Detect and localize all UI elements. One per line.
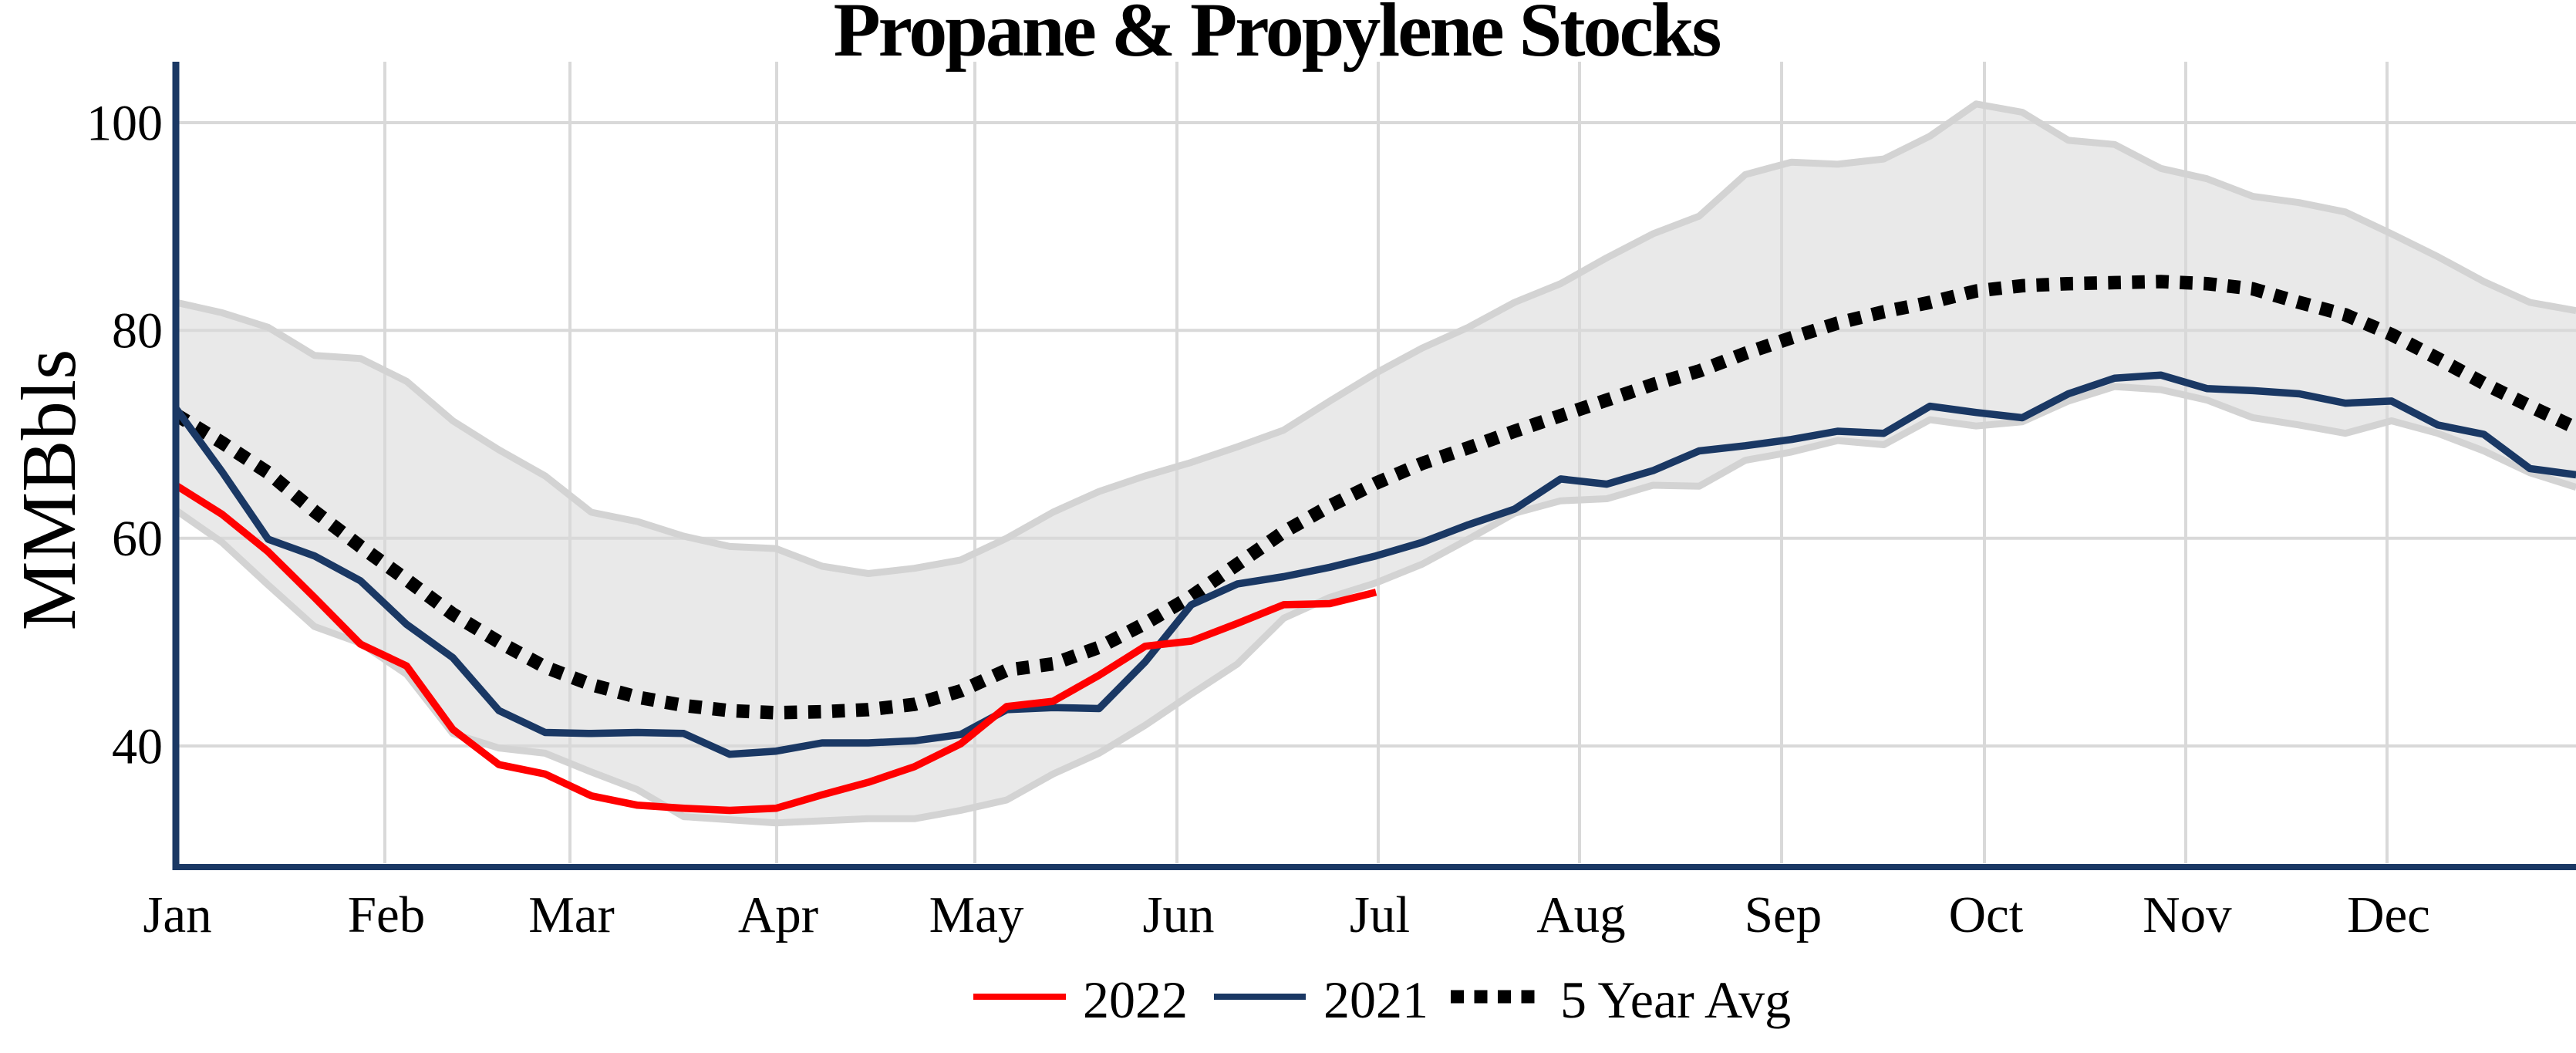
svg-text:40: 40 xyxy=(112,718,163,775)
svg-text:60: 60 xyxy=(112,511,163,567)
svg-text:Feb: Feb xyxy=(348,886,426,943)
svg-text:Apr: Apr xyxy=(738,886,818,943)
svg-text:Aug: Aug xyxy=(1536,886,1625,943)
svg-text:Oct: Oct xyxy=(1949,886,2024,943)
svg-text:5 Year Avg: 5 Year Avg xyxy=(1560,970,1791,1029)
svg-text:80: 80 xyxy=(112,303,163,359)
svg-text:Nov: Nov xyxy=(2143,886,2232,943)
svg-text:Propane & Propylene Stocks: Propane & Propylene Stocks xyxy=(834,0,1721,73)
svg-text:2022: 2022 xyxy=(1083,970,1188,1029)
svg-text:Dec: Dec xyxy=(2347,886,2430,943)
svg-text:Jan: Jan xyxy=(143,886,211,943)
svg-text:2021: 2021 xyxy=(1323,970,1428,1029)
svg-text:100: 100 xyxy=(86,95,163,151)
svg-text:Mar: Mar xyxy=(528,886,615,943)
svg-text:May: May xyxy=(929,886,1024,943)
svg-text:Jul: Jul xyxy=(1350,886,1410,943)
svg-text:Jun: Jun xyxy=(1142,886,1214,943)
svg-text:MMBbls: MMBbls xyxy=(5,349,92,631)
svg-text:Sep: Sep xyxy=(1745,886,1822,943)
